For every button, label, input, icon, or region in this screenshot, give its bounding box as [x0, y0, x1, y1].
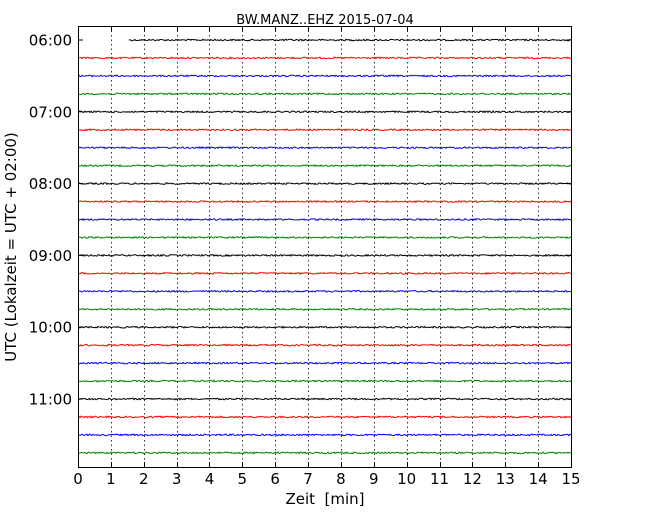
trace-line: [77, 110, 572, 114]
x-tick-label: 4: [205, 470, 215, 488]
y-tick-label: 06:00: [29, 32, 72, 50]
grid-lines: [111, 26, 539, 467]
plot-frame: [78, 26, 572, 468]
x-axis: 0 1 2 3 4 5 6 7 8 9 10 11 12 13 14 15: [73, 26, 581, 488]
x-tick-label: 5: [238, 470, 248, 488]
x-tick-label: 11: [430, 470, 449, 488]
y-tick-label: 09:00: [29, 247, 72, 265]
trace-line: [77, 361, 572, 365]
trace-line: [77, 199, 572, 204]
trace-line: [77, 433, 572, 437]
trace-line: [77, 289, 572, 293]
trace-line: [77, 271, 572, 275]
seismic-traces: [77, 38, 572, 455]
x-tick-label: 14: [529, 470, 548, 488]
trace-line: [77, 451, 572, 455]
x-tick-label: 1: [106, 470, 116, 488]
trace-line: [77, 56, 572, 60]
chart-title: BW.MANZ..EHZ 2015-07-04: [236, 13, 414, 28]
x-tick-label: 12: [463, 470, 482, 488]
trace-line: [77, 325, 572, 329]
x-tick-label: 9: [369, 470, 379, 488]
trace-line: [77, 343, 572, 347]
trace-line: [77, 146, 572, 150]
x-tick-label: 13: [496, 470, 515, 488]
x-tick-label: 0: [73, 470, 83, 488]
y-axis-label: UTC (Lokalzeit = UTC + 02:00): [2, 132, 20, 362]
x-tick-label: 7: [303, 470, 313, 488]
x-tick-label: 15: [561, 470, 580, 488]
y-tick-label: 11:00: [29, 391, 72, 409]
y-tick-label: 07:00: [29, 103, 72, 121]
x-tick-label: 8: [336, 470, 346, 488]
x-tick-label: 2: [139, 470, 149, 488]
y-tick-label: 08:00: [29, 175, 72, 193]
trace-line: [77, 235, 572, 240]
trace-line: [77, 92, 572, 96]
trace-line: [77, 182, 572, 186]
x-tick-label: 6: [270, 470, 280, 488]
trace-line: [77, 164, 572, 168]
trace-line: [77, 415, 572, 419]
trace-line: [77, 74, 572, 78]
trace-line: [77, 379, 572, 383]
x-axis-label: Zeit [min]: [285, 490, 364, 508]
x-tick-label: 10: [397, 470, 416, 488]
x-tick-label: 3: [172, 470, 182, 488]
y-tick-label: 10:00: [29, 319, 72, 337]
trace-line: [77, 397, 572, 401]
trace-line: [77, 253, 572, 257]
trace-line: [77, 217, 572, 222]
trace-line: [128, 38, 572, 42]
trace-line: [77, 128, 572, 132]
trace-line: [77, 307, 572, 311]
y-axis: 06:00 07:00 08:00 09:00 10:00 11:00: [29, 32, 571, 409]
